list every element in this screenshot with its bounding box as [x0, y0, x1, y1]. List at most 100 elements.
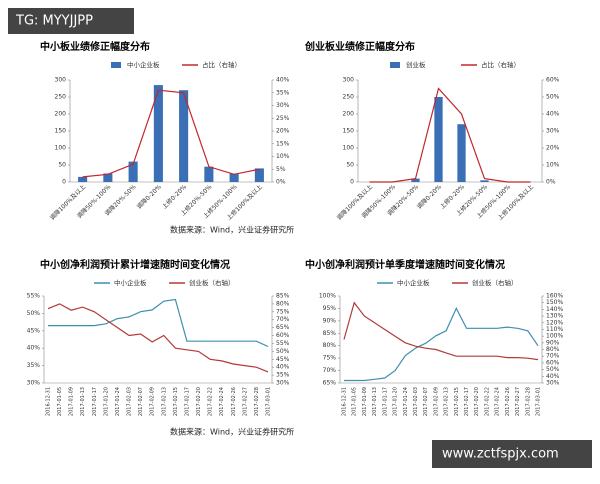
- y2-tick-label: 30%: [546, 128, 560, 135]
- legend-label: 中小企业板: [127, 60, 160, 69]
- y-tick-label: 55%: [27, 293, 41, 300]
- legend-label: 创业板（右轴）: [189, 278, 235, 287]
- legend-swatch: [390, 62, 400, 68]
- x-tick-label: 2017-01-05: [57, 387, 63, 416]
- x-tick-label: 2017-02-09: [150, 387, 156, 416]
- x-tick-label: 2017-02-17: [184, 387, 190, 416]
- x-tick-label: 2017-02-24: [219, 387, 225, 416]
- x-tick-label: 2017-02-09: [433, 387, 439, 416]
- legend-label: 占比（右轴）: [481, 60, 520, 69]
- y2-tick-label: 30%: [546, 380, 560, 387]
- y2-tick-label: 45%: [276, 356, 290, 363]
- y-tick-label: 95%: [323, 305, 337, 312]
- x-tick-label: 2017-02-15: [173, 387, 179, 416]
- line-series: [82, 89, 260, 178]
- x-tick-label: 2017-02-26: [231, 387, 237, 416]
- bar: [179, 90, 189, 182]
- x-tick-label: 2017-01-20: [393, 387, 399, 416]
- watermark-box: [432, 440, 592, 468]
- x-tick-label: 2017-02-07: [423, 387, 429, 416]
- bar: [411, 178, 420, 182]
- bar: [103, 173, 113, 182]
- y-tick-label: 85%: [323, 330, 337, 337]
- y2-tick-label: 20%: [276, 128, 290, 135]
- y2-tick-label: 50%: [276, 348, 290, 355]
- x-tick-label: 2017-02-26: [505, 387, 511, 416]
- x-tick-label: 2017-01-17: [92, 387, 98, 416]
- y-tick-label: 30%: [27, 380, 41, 387]
- x-tick-label: 2017-02-17: [464, 387, 470, 416]
- x-tick-label: 2017-02-15: [454, 387, 460, 416]
- line-series: [48, 298, 269, 348]
- bar: [204, 166, 214, 182]
- bar: [229, 173, 239, 182]
- x-tick-label: 2017-03-01: [266, 387, 272, 416]
- legend-swatch: [111, 62, 121, 68]
- y-tick-label: 50: [58, 162, 66, 169]
- y2-tick-label: 70%: [276, 316, 290, 323]
- y-tick-label: 50: [346, 162, 354, 169]
- y2-tick-label: 10%: [546, 162, 560, 169]
- y2-tick-label: 20%: [546, 145, 560, 152]
- y2-tick-label: 150%: [546, 299, 563, 306]
- y-tick-label: 150: [343, 128, 355, 135]
- x-tick-label: 2017-02-20: [474, 387, 480, 416]
- y2-tick-label: 40%: [276, 364, 290, 371]
- y2-tick-label: 30%: [276, 102, 290, 109]
- bar: [480, 180, 489, 182]
- y2-tick-label: 100%: [546, 333, 563, 340]
- y-tick-label: 75%: [323, 355, 337, 362]
- y-tick-label: 0: [350, 179, 354, 186]
- y2-tick-label: 90%: [546, 339, 560, 346]
- x-tick-label: 2017-02-13: [161, 387, 167, 416]
- x-tick-label: 2017-02-22: [208, 387, 214, 416]
- y-tick-label: 35%: [27, 362, 41, 369]
- legend-label: 创业板: [406, 60, 426, 69]
- y2-tick-label: 85%: [276, 293, 290, 300]
- x-tick-label: 2017-01-09: [362, 387, 368, 416]
- y2-tick-label: 60%: [546, 77, 560, 84]
- y2-tick-label: 110%: [546, 326, 563, 333]
- y2-tick-label: 60%: [276, 332, 290, 339]
- x-tick-label: 2017-02-24: [495, 387, 501, 416]
- legend-label: 占比（右轴）: [202, 60, 241, 69]
- x-tick-label: 2017-02-03: [127, 387, 133, 416]
- y2-tick-label: 25%: [276, 115, 290, 122]
- x-tick-label: 2017-01-09: [69, 387, 75, 416]
- watermark: TG: MYYJJPP: [15, 14, 93, 29]
- y2-tick-label: 0%: [276, 179, 286, 186]
- y2-tick-label: 160%: [546, 293, 563, 300]
- x-tick-label: 2017-02-20: [196, 387, 202, 416]
- line-series: [343, 301, 539, 361]
- x-tick-label: 2016-12-31: [342, 387, 348, 416]
- x-tick-label: 2017-02-03: [413, 387, 419, 416]
- y2-tick-label: 35%: [276, 89, 290, 96]
- x-tick-label: 2016-12-31: [46, 387, 52, 416]
- y2-tick-label: 0%: [546, 179, 556, 186]
- bar: [78, 176, 88, 182]
- y-tick-label: 50%: [27, 310, 41, 317]
- x-tick-label: 2017-02-27: [515, 387, 521, 416]
- y2-tick-label: 10%: [276, 153, 290, 160]
- watermark: www.zctfspjx.com: [442, 447, 559, 462]
- y2-tick-label: 40%: [546, 111, 560, 118]
- y-tick-label: 200: [343, 111, 355, 118]
- y2-tick-label: 65%: [276, 324, 290, 331]
- x-tick-label: 2017-01-13: [372, 387, 378, 416]
- y-tick-label: 40%: [27, 345, 41, 352]
- y2-tick-label: 30%: [276, 380, 290, 387]
- y-tick-label: 200: [55, 111, 67, 118]
- y2-tick-label: 80%: [276, 300, 290, 307]
- y-tick-label: 150: [55, 128, 67, 135]
- source-note: 数据来源：Wind，兴业证券研究所: [170, 225, 294, 235]
- y-tick-label: 100: [55, 145, 67, 152]
- x-tick-label: 2017-02-28: [254, 387, 260, 416]
- x-tick-label: 2017-01-05: [352, 387, 358, 416]
- x-tick-label: 2017-02-28: [525, 387, 531, 416]
- y-tick-label: 250: [55, 94, 67, 101]
- legend-label: 中小企业板: [114, 278, 147, 287]
- chart-title: 中小板业绩修正幅度分布: [40, 40, 150, 53]
- y2-tick-label: 140%: [546, 306, 563, 313]
- y2-tick-label: 50%: [546, 366, 560, 373]
- chart-title: 中小创净利润预计单季度增速随时间变化情况: [305, 258, 505, 271]
